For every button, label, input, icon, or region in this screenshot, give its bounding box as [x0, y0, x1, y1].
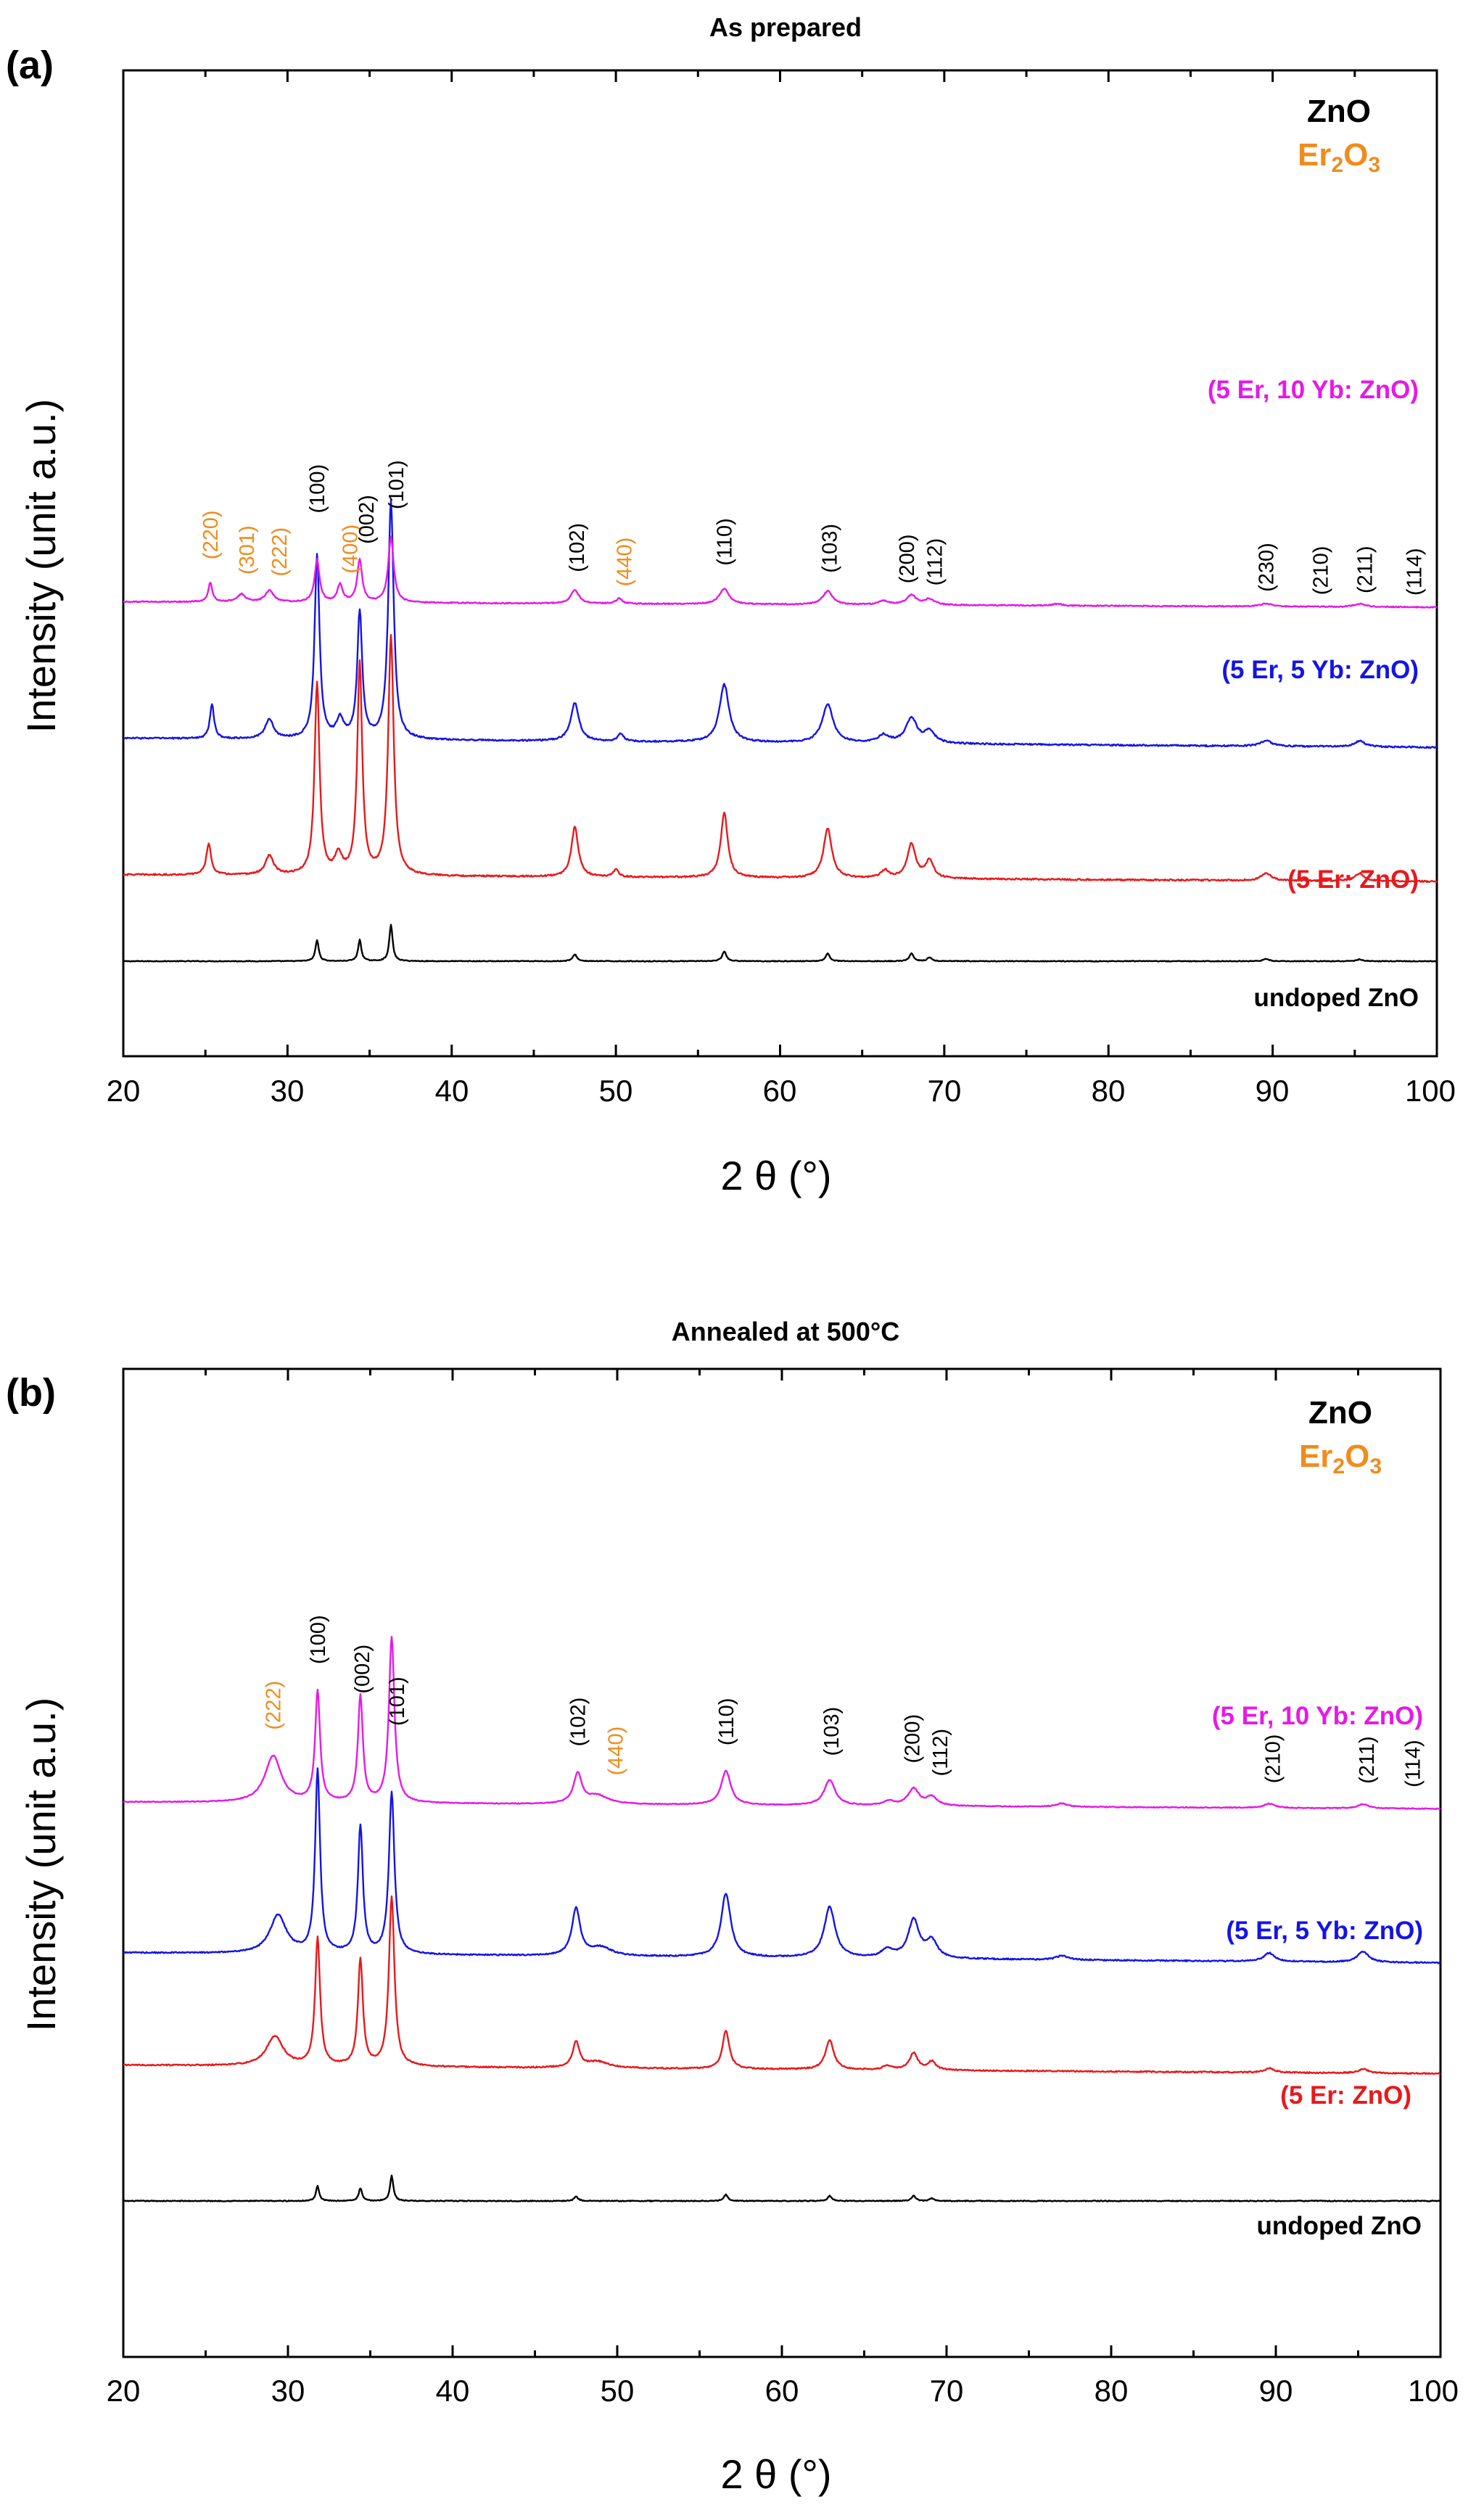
panel-a-ylabel: Intensity (unit a.u.) [18, 399, 64, 733]
peak-label: (112) [929, 1729, 952, 1777]
panel-b: (b) Annealed at 500°C 20 30 40 50 60 70 … [6, 1317, 1459, 2497]
peak-label: (210) [1309, 546, 1332, 596]
peak-label: (400) [339, 524, 362, 574]
panel-b-xtick-labels: 20 30 40 50 60 70 80 90 100 [107, 2374, 1459, 2408]
panel-b-xtick-label: 90 [1259, 2374, 1293, 2408]
series-line-5-er-10-yb-zno [123, 535, 1438, 609]
peak-label: (100) [307, 1615, 330, 1664]
peak-label: (102) [567, 1698, 590, 1747]
panel-a-xlabel: 2 θ (°) [720, 1153, 831, 1198]
panel-a-frame [122, 69, 1438, 1058]
panel-a-xtick-label: 50 [599, 1074, 633, 1108]
peak-label: (103) [818, 524, 841, 573]
panel-b-ticks [122, 1369, 1442, 2357]
peak-label: (301) [236, 525, 259, 575]
series-line-undoped-zno [123, 923, 1438, 963]
peak-label: (112) [923, 538, 947, 586]
peak-label: (002) [351, 1645, 374, 1694]
peak-label: (100) [306, 464, 329, 514]
panel-a-xtick-label: 30 [271, 1074, 305, 1108]
panel-b-xtick-label: 20 [107, 2374, 141, 2408]
panel-a-xtick-label: 60 [763, 1074, 797, 1108]
panel-b-xtick-label: 70 [930, 2374, 964, 2408]
peak-label: (002) [355, 495, 379, 544]
panel-a-xtick-label: 80 [1092, 1074, 1126, 1108]
panel-a-peak-labels: (220) (301) (222) (100) (400)(002) (101) (102)… [199, 460, 1426, 596]
peak-label: (200) [901, 1714, 924, 1764]
panel-b-letter: (b) [6, 1371, 56, 1415]
panel-b-peak-labels: (222) (100) (002) (101) (102) (440) (110) (103)… [263, 1615, 1425, 1787]
panel-b-xlabel: 2 θ (°) [720, 2451, 831, 2497]
panel-a-series-label-5er: (5 Er: ZnO) [1287, 865, 1419, 894]
panel-b-series-label-5er5yb: (5 Er, 5 Yb: ZnO) [1226, 1917, 1423, 1945]
peak-label: (101) [385, 460, 408, 509]
panel-a-xtick-label: 40 [435, 1074, 469, 1108]
peak-label: (101) [386, 1676, 409, 1726]
panel-b-xtick-label: 50 [601, 2374, 635, 2408]
panel-b-xtick-label: 80 [1095, 2374, 1129, 2408]
panel-b-series-label-undoped: undoped ZnO [1257, 2212, 1422, 2240]
series-line-5-er-zno [123, 1895, 1441, 2075]
panel-b-xtick-label: 40 [436, 2374, 470, 2408]
panel-b-xtick-label: 30 [271, 2374, 305, 2408]
peak-label: (114) [1403, 548, 1426, 596]
panel-a-series [123, 499, 1438, 963]
panel-a-xtick-label: 100 [1405, 1074, 1456, 1108]
peak-label: (200) [896, 534, 919, 583]
peak-label: (211) [1353, 546, 1377, 593]
panel-a-series-label-undoped: undoped ZnO [1254, 984, 1419, 1012]
panel-a: (a) As prepared 20 30 40 50 60 70 80 90 … [6, 12, 1456, 1198]
series-line-5-er-5-yb-zno [123, 499, 1438, 749]
series-line-5-er-10-yb-zno [123, 1636, 1441, 1811]
peak-label: (211) [1356, 1736, 1379, 1784]
panel-a-xtick-label: 90 [1256, 1074, 1290, 1108]
series-line-undoped-zno [123, 2174, 1441, 2202]
panel-b-series [123, 1636, 1441, 2202]
panel-a-series-label-5er5yb: (5 Er, 5 Yb: ZnO) [1221, 656, 1419, 684]
peak-label: (210) [1262, 1735, 1285, 1784]
panel-b-xtick-label: 100 [1408, 2374, 1459, 2408]
peak-label: (103) [820, 1707, 844, 1756]
peak-label: (220) [199, 510, 223, 559]
peak-label: (440) [605, 1727, 628, 1776]
peak-label: (110) [715, 1698, 738, 1746]
panel-a-legend-zno: ZnO [1307, 94, 1371, 129]
peak-label: (102) [566, 523, 589, 572]
panel-a-xtick-label: 20 [107, 1074, 141, 1108]
peak-label: (110) [714, 518, 737, 566]
peak-label: (440) [613, 538, 636, 587]
panel-b-title: Annealed at 500°C [672, 1317, 900, 1346]
panel-b-series-label-5er10yb: (5 Er, 10 Yb: ZnO) [1212, 1702, 1423, 1730]
panel-a-series-label-5er10yb: (5 Er, 10 Yb: ZnO) [1208, 376, 1419, 404]
panel-b-legend-er2o3: Er2O3 [1299, 1439, 1382, 1478]
peak-label: (230) [1256, 543, 1279, 592]
panel-a-xtick-label: 70 [928, 1074, 962, 1108]
peak-label: (114) [1401, 1740, 1425, 1787]
panel-a-legend-er2o3: Er2O3 [1298, 137, 1380, 177]
peak-label: (222) [263, 1681, 286, 1730]
panel-a-xtick-labels: 20 30 40 50 60 70 80 90 100 [107, 1074, 1456, 1108]
panel-a-title: As prepared [709, 12, 862, 42]
panel-b-legend-zno: ZnO [1308, 1395, 1372, 1431]
panel-a-letter: (a) [6, 44, 54, 87]
panel-b-series-label-5er: (5 Er: ZnO) [1280, 2081, 1411, 2110]
series-line-5-er-zno [123, 633, 1438, 884]
panel-b-ylabel: Intensity (unit a.u.) [18, 1698, 64, 2032]
peak-label: (222) [268, 527, 292, 577]
panel-a-ticks [122, 70, 1438, 1056]
panel-b-xtick-label: 60 [765, 2374, 799, 2408]
series-line-5-er-5-yb-zno [123, 1767, 1441, 1964]
